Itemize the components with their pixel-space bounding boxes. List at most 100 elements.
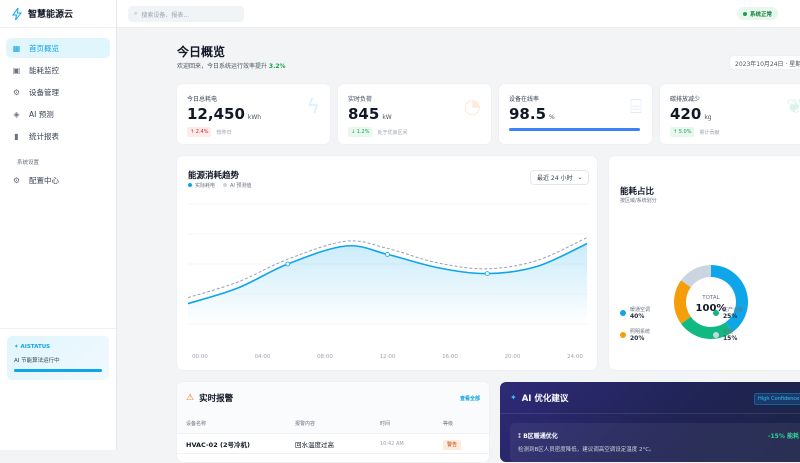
data-point[interactable] bbox=[385, 252, 390, 257]
sidebar-item-reports[interactable]: ▮ 统计报表 bbox=[6, 126, 110, 146]
x-tick-label: 04:00 bbox=[255, 354, 271, 360]
kpi-unit: kg bbox=[704, 114, 712, 121]
legend-dot bbox=[713, 310, 719, 316]
page-subtitle: 欢迎回来，今日系统运行效率提升 3.2% bbox=[177, 61, 286, 70]
sidebar-item-devices[interactable]: ⚙ 设备管理 bbox=[6, 82, 110, 102]
x-tick-label: 12:00 bbox=[380, 354, 396, 360]
range-label: 最近 24 小时 bbox=[537, 175, 573, 182]
legend-percent: 20% bbox=[630, 335, 645, 342]
legend-percent: 40% bbox=[630, 313, 645, 320]
app-name: 智慧能源云 bbox=[28, 10, 74, 20]
alerts-card: ⚠ 实时报警 查看全部 设备名称 报警内容 时间 等级 HVAC-02 (2号冷机) 回水温… bbox=[177, 382, 489, 462]
donut-center-value: 100% bbox=[696, 303, 727, 314]
lightning-icon: ϟ bbox=[306, 94, 320, 118]
ai-status-panel: ✦ AISTATUS AI 节能算法运行中 bbox=[7, 336, 109, 380]
donut-slice[interactable] bbox=[674, 280, 691, 324]
gauge-icon: ◔ bbox=[463, 94, 481, 118]
alert-content: 回水温度过高 bbox=[295, 440, 334, 449]
column-header: 报警内容 bbox=[295, 421, 316, 427]
sidebar-section-label: 系统设置 bbox=[17, 160, 40, 166]
forecast-line bbox=[187, 237, 588, 299]
sidebar-item-ai-predict[interactable]: ◈ AI 预测 bbox=[6, 104, 110, 124]
sidebar: 智慧能源云 ▦ 首页概览 ▣ 能耗监控 ⚙ 设备管理 ◈ AI 预测 ▮ 统计报表 系统设… bbox=[0, 0, 117, 450]
legend-dot bbox=[713, 332, 719, 338]
alert-level-badge: 警告 bbox=[443, 439, 462, 450]
suggestion-item[interactable]: ⁑ B区暖通优化 -15% 能耗 检测到B区人员密度降低，建议调高空调设定温度 … bbox=[510, 423, 800, 463]
time-range-select[interactable]: 最近 24 小时 ⌄ bbox=[530, 170, 590, 185]
suggestion-desc: 检测到B区人员密度降低，建议调高空调设定温度 2°C。 bbox=[518, 447, 655, 453]
kpi-label: 碳排放减少 bbox=[670, 96, 701, 103]
x-tick-label: 16:00 bbox=[442, 354, 458, 360]
sidebar-item-label: 设备管理 bbox=[29, 87, 59, 97]
kpi-card-carbon: 碳排放减少 420 kg ↑ 5.0% 累计贡献 ❦ bbox=[660, 84, 800, 144]
kpi-change-badge: ↑ 5.0% bbox=[670, 127, 695, 137]
view-all-link[interactable]: 查看全部 bbox=[459, 395, 480, 402]
legend-name: 生产设备 bbox=[723, 307, 744, 313]
x-tick-label: 24:00 bbox=[567, 354, 583, 360]
alerts-title: 实时报警 bbox=[199, 394, 234, 404]
donut-slice[interactable] bbox=[681, 265, 711, 288]
legend-label: 实际耗电 bbox=[195, 183, 216, 189]
legend-name: 照明系统 bbox=[630, 329, 651, 335]
x-tick-label: 00:00 bbox=[192, 354, 208, 360]
warning-icon: ⚠ bbox=[186, 393, 195, 403]
legend-forecast: AI 预测值 bbox=[223, 182, 252, 189]
kpi-change-badge: ↑ 2.4% bbox=[187, 127, 212, 137]
sidebar-item-dashboard[interactable]: ▦ 首页概览 bbox=[6, 38, 110, 58]
column-header: 设备名称 bbox=[186, 421, 207, 427]
donut-slice[interactable] bbox=[681, 316, 733, 339]
legend-dot bbox=[620, 332, 626, 338]
fan-icon: ⁑ bbox=[518, 433, 524, 440]
legend-name: 其他 bbox=[723, 329, 734, 335]
sidebar-item-label: 能耗监控 bbox=[29, 65, 59, 75]
sidebar-item-label: AI 预测 bbox=[29, 109, 54, 119]
kpi-note: 较昨日 bbox=[216, 129, 232, 136]
suggestion-result: -15% 能耗 bbox=[768, 433, 799, 440]
chart-title: 能源消耗趋势 bbox=[188, 171, 240, 181]
monitor-chart-icon: ▣ bbox=[12, 65, 21, 75]
legend-percent: 25% bbox=[723, 313, 738, 320]
kpi-note: 处于优良区间 bbox=[377, 129, 408, 136]
data-point[interactable] bbox=[484, 271, 490, 276]
ai-status-progress bbox=[14, 369, 102, 372]
legend-dot bbox=[620, 310, 626, 316]
donut-legend-item: 暖通空调 40% bbox=[620, 306, 650, 320]
kpi-value: 98.5 bbox=[509, 105, 547, 123]
efficiency-value: 3.2% bbox=[268, 63, 286, 70]
kpi-unit: % bbox=[549, 114, 555, 121]
sidebar-item-label: 统计报表 bbox=[29, 131, 59, 141]
data-point[interactable] bbox=[285, 261, 291, 267]
legend-label: AI 预测值 bbox=[230, 183, 252, 189]
chevron-down-icon: ⌄ bbox=[577, 174, 583, 181]
sidebar-item-energy-monitor[interactable]: ▣ 能耗监控 bbox=[6, 60, 110, 80]
donut-legend-item: 生产设备 25% bbox=[713, 306, 743, 320]
logo: 智慧能源云 bbox=[0, 0, 116, 28]
alert-time: 10:42 AM bbox=[380, 440, 404, 447]
divider bbox=[0, 328, 116, 329]
kpi-label: 设备在线率 bbox=[509, 96, 540, 103]
online-rate-progress bbox=[509, 128, 640, 131]
sidebar-item-label: 配置中心 bbox=[29, 175, 59, 185]
kpi-value: 12,450 bbox=[187, 105, 245, 123]
lightning-icon bbox=[12, 7, 22, 20]
table-row[interactable]: HVAC-02 (2号冷机) 回水温度过高 10:42 AM 警告 bbox=[177, 434, 489, 454]
gear-icon: ⚙ bbox=[12, 175, 21, 185]
column-header: 等级 bbox=[443, 421, 454, 427]
kpi-unit: kW bbox=[382, 114, 392, 121]
ai-title: AI 优化建议 bbox=[521, 393, 569, 404]
donut-subtitle: 按区域/系统划分 bbox=[620, 198, 657, 204]
donut-slice[interactable] bbox=[711, 265, 748, 332]
kpi-label: 实时负荷 bbox=[348, 96, 373, 103]
donut-title: 能耗占比 bbox=[620, 187, 655, 197]
legend-name: 暖通空调 bbox=[630, 307, 651, 313]
ai-status-title: AISTATUS bbox=[20, 344, 51, 350]
confidence-badge: High Confidence bbox=[754, 393, 800, 405]
leaf-icon: ❦ bbox=[786, 94, 800, 118]
sparkle-icon: ✦ bbox=[14, 344, 21, 350]
date-display: 2023年10月24日 · 星期二 bbox=[730, 56, 800, 69]
energy-share-card: 能耗占比 按区域/系统划分 TOTAL 100% 暖通空调 40% 生产设备 25% 照… bbox=[609, 156, 800, 370]
sidebar-item-config[interactable]: ⚙ 配置中心 bbox=[6, 170, 110, 190]
ai-predict-icon: ◈ bbox=[13, 109, 20, 119]
search-input[interactable]: ⌕ 搜索设备、报表... bbox=[128, 6, 244, 22]
top-header: ⌕搜索设备、报表... 系统正常 🔔︎ bbox=[117, 0, 800, 28]
